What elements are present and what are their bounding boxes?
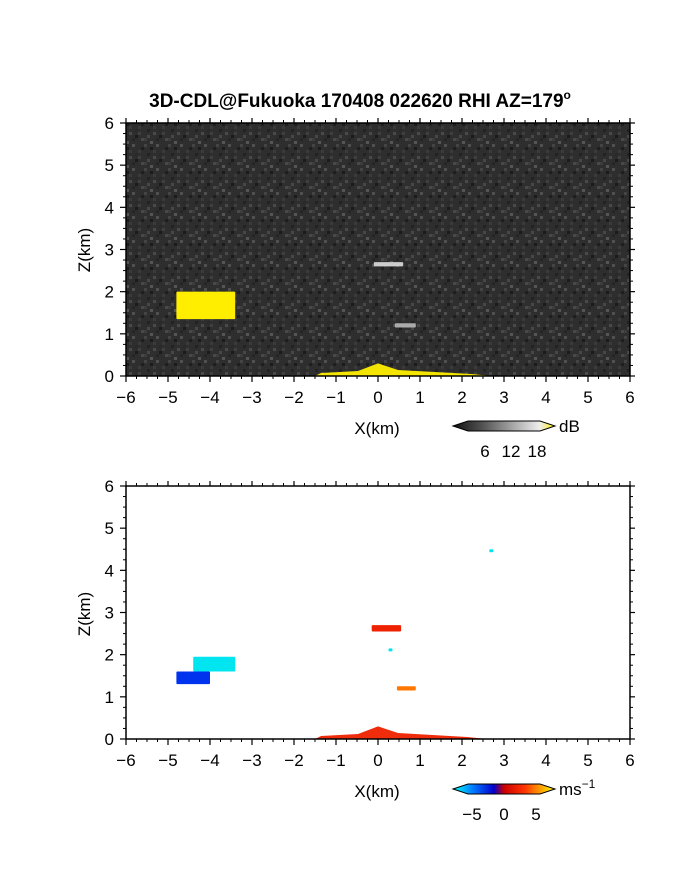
chart-title: 3D-CDL@Fukuoka 170408 022620 RHI AZ=179o [149,88,571,112]
y-tick-label: 1 [105,325,114,344]
echo-left-blue [176,671,210,685]
echo-top-cyan [489,549,494,553]
y-tick-label: 2 [105,646,114,665]
velocity-ticks: −6 −5 −4 −3 −2 −1 0 1 2 3 4 5 6 0 1 2 3 4 5 6 [105,477,635,770]
echo-echo-small [394,323,416,328]
y-tick-label: 0 [105,730,114,749]
echo-echo-center [373,262,404,267]
reflectivity-colorbar-tick: 18 [528,442,547,461]
y-tick-label: 2 [105,283,114,302]
x-tick-label: 6 [625,388,634,407]
y-tick-label: 4 [105,198,114,217]
reflectivity-echoes [176,262,492,376]
x-tick-label: −4 [200,751,219,770]
velocity-colorbar-tick: 5 [531,805,540,824]
x-tick-label: −2 [284,388,303,407]
y-tick-label: 4 [105,561,114,580]
x-tick-label: −5 [158,751,177,770]
x-tick-label: −1 [326,751,345,770]
velocity-panel: −6 −5 −4 −3 −2 −1 0 1 2 3 4 5 6 0 1 2 3 4 5 6 X(km) Z(km) m… [75,477,635,824]
reflectivity-colorbar: dB 6 12 18 [451,417,580,461]
x-tick-label: 6 [625,751,634,770]
reflectivity-xlabel: X(km) [354,419,399,438]
x-tick-label: 4 [541,388,550,407]
echo-cyan-dot [388,648,393,652]
y-tick-label: 0 [105,367,114,386]
y-tick-label: 3 [105,241,114,260]
reflectivity-ylabel: Z(km) [75,228,94,272]
y-tick-label: 1 [105,688,114,707]
x-tick-label: −6 [116,751,135,770]
velocity-ylabel: Z(km) [75,592,94,636]
velocity-xlabel: X(km) [354,782,399,801]
velocity-echoes [176,549,494,739]
x-tick-label: 4 [541,751,550,770]
x-tick-label: 1 [415,751,424,770]
y-tick-label: 5 [105,519,114,538]
x-tick-label: −2 [284,751,303,770]
x-tick-label: 1 [415,388,424,407]
velocity-colorbar-tick: 0 [499,805,508,824]
x-tick-label: 3 [499,751,508,770]
y-tick-label: 6 [105,477,114,496]
echo-orange [396,686,416,691]
x-tick-label: −3 [242,751,261,770]
x-tick-label: 5 [583,388,592,407]
velocity-colorbar-tick: −5 [462,805,481,824]
echo-center-red [371,625,402,632]
reflectivity-colorbar-tick: 6 [480,442,489,461]
x-tick-label: −4 [200,388,219,407]
x-tick-label: −3 [242,388,261,407]
reflectivity-ticks: −6 −5 −4 −3 −2 −1 0 1 2 3 4 5 6 0 1 2 3 4 5 6 [105,114,635,407]
velocity-colorbar-unit: ms−1 [559,777,596,799]
x-tick-label: 2 [457,751,466,770]
reflectivity-colorbar-tick: 12 [502,442,521,461]
x-tick-label: −6 [116,388,135,407]
echo-echo-left [176,291,236,320]
x-tick-label: 2 [457,388,466,407]
x-tick-label: 0 [373,751,382,770]
y-tick-label: 5 [105,156,114,175]
echo-ground-echo [315,726,488,739]
x-tick-label: −5 [158,388,177,407]
x-tick-label: −1 [326,388,345,407]
y-tick-label: 6 [105,114,114,133]
velocity-plot-area [126,486,630,739]
y-tick-label: 3 [105,604,114,623]
echo-left-cyan [193,656,236,672]
x-tick-label: 5 [583,751,592,770]
x-tick-label: 0 [373,388,382,407]
x-tick-label: 3 [499,388,508,407]
echo-ground-clutter [315,363,492,376]
velocity-colorbar: ms−1 −5 0 5 [451,777,596,824]
reflectivity-plot-area [126,123,630,376]
reflectivity-colorbar-unit: dB [559,417,580,436]
